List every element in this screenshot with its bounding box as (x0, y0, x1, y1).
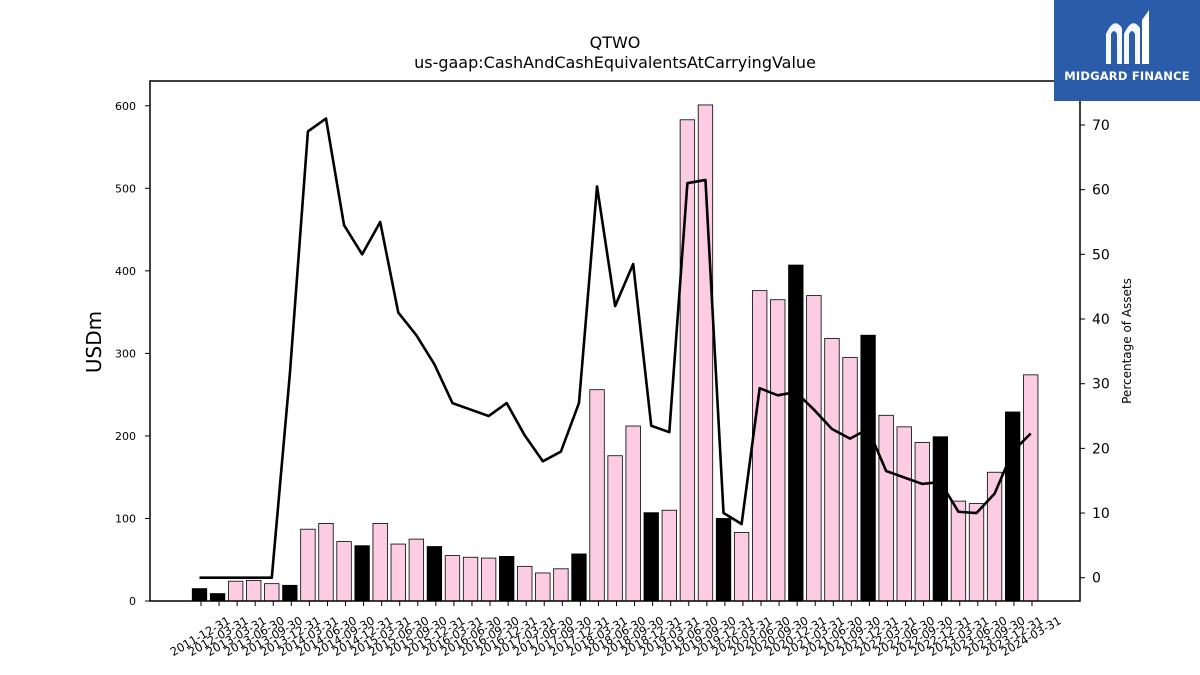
bar-2015-09-30 (462, 556, 479, 602)
bar-2014-12-31 (408, 538, 424, 602)
bar-2015-03-31 (426, 546, 443, 602)
bar-2013-09-30 (318, 523, 334, 602)
bar-2019-06-30 (733, 532, 750, 602)
bar-2017-03-31 (571, 553, 587, 602)
y-axis-label: USDm (82, 311, 106, 373)
y-tick-label: 100 (115, 512, 136, 525)
y-tick-label: 200 (115, 430, 136, 443)
y-right-tick-label: 70 (1092, 118, 1110, 134)
logo-text: MIDGARD FINANCE (1064, 69, 1190, 83)
bar-2012-09-30 (246, 579, 262, 602)
bar-2022-03-31 (932, 436, 949, 602)
y-right-tick-label: 20 (1092, 441, 1110, 457)
bar-2021-12-31 (914, 442, 930, 602)
bar-2023-06-30 (1023, 374, 1039, 602)
y-right-tick-label: 40 (1092, 312, 1110, 328)
bar-2012-06-30 (227, 580, 244, 602)
bar-2020-09-30 (824, 338, 840, 602)
bar-2019-03-31 (715, 518, 732, 602)
bar-2018-06-30 (661, 509, 677, 602)
bar-2021-06-30 (878, 414, 894, 602)
bar-2011-12-31 (191, 588, 208, 602)
bar-2019-12-31 (770, 299, 786, 602)
chart-subtitle: us-gaap:CashAndCashEquivalentsAtCarrying… (414, 53, 816, 72)
bar-2021-09-30 (896, 426, 912, 602)
bar-2016-09-30 (535, 572, 551, 602)
y-right-tick-label: 60 (1092, 183, 1110, 199)
y-tick-label: 500 (115, 182, 136, 195)
bar-2014-09-30 (390, 543, 406, 602)
y-axis-right-ticks: 0 10 20 30 40 50 60 70 (1080, 118, 1110, 587)
bar-2012-03-31 (209, 593, 226, 602)
bar-2022-09-30 (968, 503, 985, 602)
y-right-tick-label: 30 (1092, 377, 1110, 393)
bar-2012-12-31 (264, 583, 280, 602)
bar-2021-03-31 (860, 334, 876, 602)
bar-2023-03-31 (1005, 411, 1021, 602)
y-axis-right-label: Percentage of Assets (1120, 278, 1134, 404)
line-series (199, 117, 1032, 580)
bar-2013-03-31 (282, 584, 298, 602)
y-right-tick-label: 0 (1092, 571, 1101, 587)
y-tick-label: 300 (115, 347, 136, 360)
bar-2019-09-30 (752, 290, 768, 602)
bar-2016-03-31 (499, 556, 515, 602)
bar-2018-03-31 (643, 512, 659, 602)
bar-2017-06-30 (589, 389, 605, 602)
bar-2020-12-31 (842, 357, 858, 602)
bar-2020-06-30 (806, 295, 822, 602)
bar-2016-12-31 (553, 568, 569, 602)
y-axis-left-ticks: 0 100 200 300 400 500 600 (115, 100, 150, 608)
bar-2013-06-30 (300, 528, 316, 602)
midgard-logo-mark-icon (1106, 10, 1149, 64)
bar-2017-09-30 (607, 455, 623, 602)
y-tick-label: 600 (115, 100, 136, 113)
bar-2020-03-31 (788, 264, 804, 602)
bar-2015-12-31 (480, 557, 497, 602)
y-tick-label: 400 (115, 265, 136, 278)
bar-2015-06-30 (444, 555, 461, 602)
bar-2013-12-31 (336, 541, 352, 602)
chart-title: QTWO (590, 33, 641, 52)
y-right-tick-label: 50 (1092, 247, 1110, 263)
bar-2017-12-31 (625, 425, 641, 602)
y-tick-label: 0 (129, 595, 136, 608)
plot-frame (149, 80, 1081, 602)
bar-2016-06-30 (517, 565, 533, 602)
x-axis-ticks: 2011-12-312012-03-312013-03-312013-06-30… (168, 601, 1064, 659)
percentage-line (199, 117, 1032, 580)
bar-2022-06-30 (950, 500, 967, 602)
bar-series (191, 104, 1039, 602)
midgard-finance-logo: MIDGARD FINANCE (1054, 0, 1200, 101)
y-right-tick-label: 10 (1092, 506, 1110, 522)
bar-2014-06-30 (372, 523, 388, 602)
bar-2014-03-31 (354, 545, 370, 602)
